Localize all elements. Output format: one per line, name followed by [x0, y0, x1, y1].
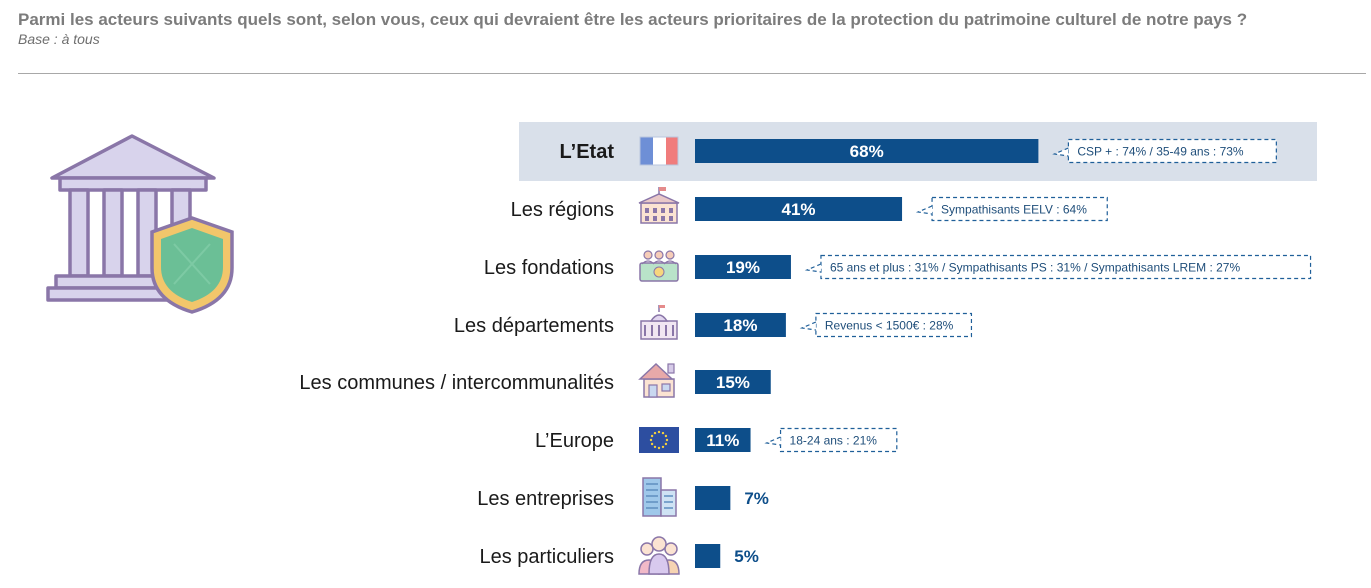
- value-label: 68%: [850, 142, 884, 161]
- annotation-box: [820, 254, 1312, 280]
- annotation-text: CSP + : 74% / 35-49 ans : 73%: [1077, 145, 1244, 159]
- annotation-pointer: [764, 436, 781, 446]
- bar: [695, 428, 751, 452]
- value-label: 19%: [726, 258, 760, 277]
- people-group-icon: [638, 536, 680, 575]
- category-label: L’Europe: [535, 430, 614, 452]
- category-label: Les communes / intercommunalités: [299, 372, 614, 394]
- bar: [695, 544, 721, 568]
- value-label: 7%: [744, 489, 769, 508]
- annotation-text: Revenus < 1500€ : 28%: [825, 319, 954, 333]
- french-flag-icon: [639, 136, 679, 166]
- chart-question: Parmi les acteurs suivants quels sont, s…: [18, 10, 1248, 29]
- annotation-text: Sympathisants EELV : 64%: [941, 203, 1087, 217]
- annotation-callout: 18-24 ans : 21%: [764, 427, 898, 453]
- value-label: 15%: [716, 373, 750, 392]
- annotation-pointer: [799, 321, 817, 331]
- category-label: Les départements: [454, 315, 614, 337]
- bar: [695, 197, 903, 221]
- bar: [695, 313, 786, 337]
- chart-base-note: Base : à tous: [18, 31, 100, 47]
- house-icon: [638, 362, 675, 398]
- category-label: L’Etat: [560, 141, 615, 163]
- department-building-icon: [640, 305, 678, 340]
- annotation-box: [931, 196, 1108, 222]
- value-label: 41%: [782, 200, 816, 219]
- annotation-callout: CSP + : 74% / 35-49 ans : 73%: [1052, 138, 1277, 164]
- annotation-callout: Revenus < 1500€ : 28%: [799, 312, 973, 338]
- bar: [695, 370, 771, 394]
- category-label: Les régions: [511, 199, 614, 221]
- value-label: 5%: [734, 547, 759, 566]
- annotation-text: 65 ans et plus : 31% / Sympathisants PS …: [830, 261, 1241, 275]
- annotation-callout: 65 ans et plus : 31% / Sympathisants PS …: [804, 254, 1312, 280]
- museum-with-shield-icon: [46, 134, 234, 314]
- value-label: 18%: [723, 316, 757, 335]
- bar: [695, 255, 791, 279]
- bar: [695, 486, 731, 510]
- category-label: Les entreprises: [477, 488, 614, 510]
- annotation-callout: Sympathisants EELV : 64%: [915, 196, 1108, 222]
- bar: [695, 139, 1039, 163]
- category-label: Les particuliers: [479, 546, 614, 568]
- town-hall-icon: [638, 187, 680, 224]
- annotation-pointer: [915, 205, 933, 215]
- category-label: Les fondations: [484, 257, 614, 279]
- annotation-pointer: [804, 263, 822, 273]
- office-building-icon: [642, 477, 677, 517]
- eu-flag-icon: [639, 427, 679, 453]
- header-divider: [18, 73, 1366, 74]
- annotation-pointer: [1052, 147, 1069, 157]
- annotation-text: 18-24 ans : 21%: [790, 434, 878, 448]
- value-label: 11%: [706, 431, 739, 450]
- people-money-icon: [639, 250, 679, 282]
- chart-header: Parmi les acteurs suivants quels sont, s…: [18, 10, 1353, 47]
